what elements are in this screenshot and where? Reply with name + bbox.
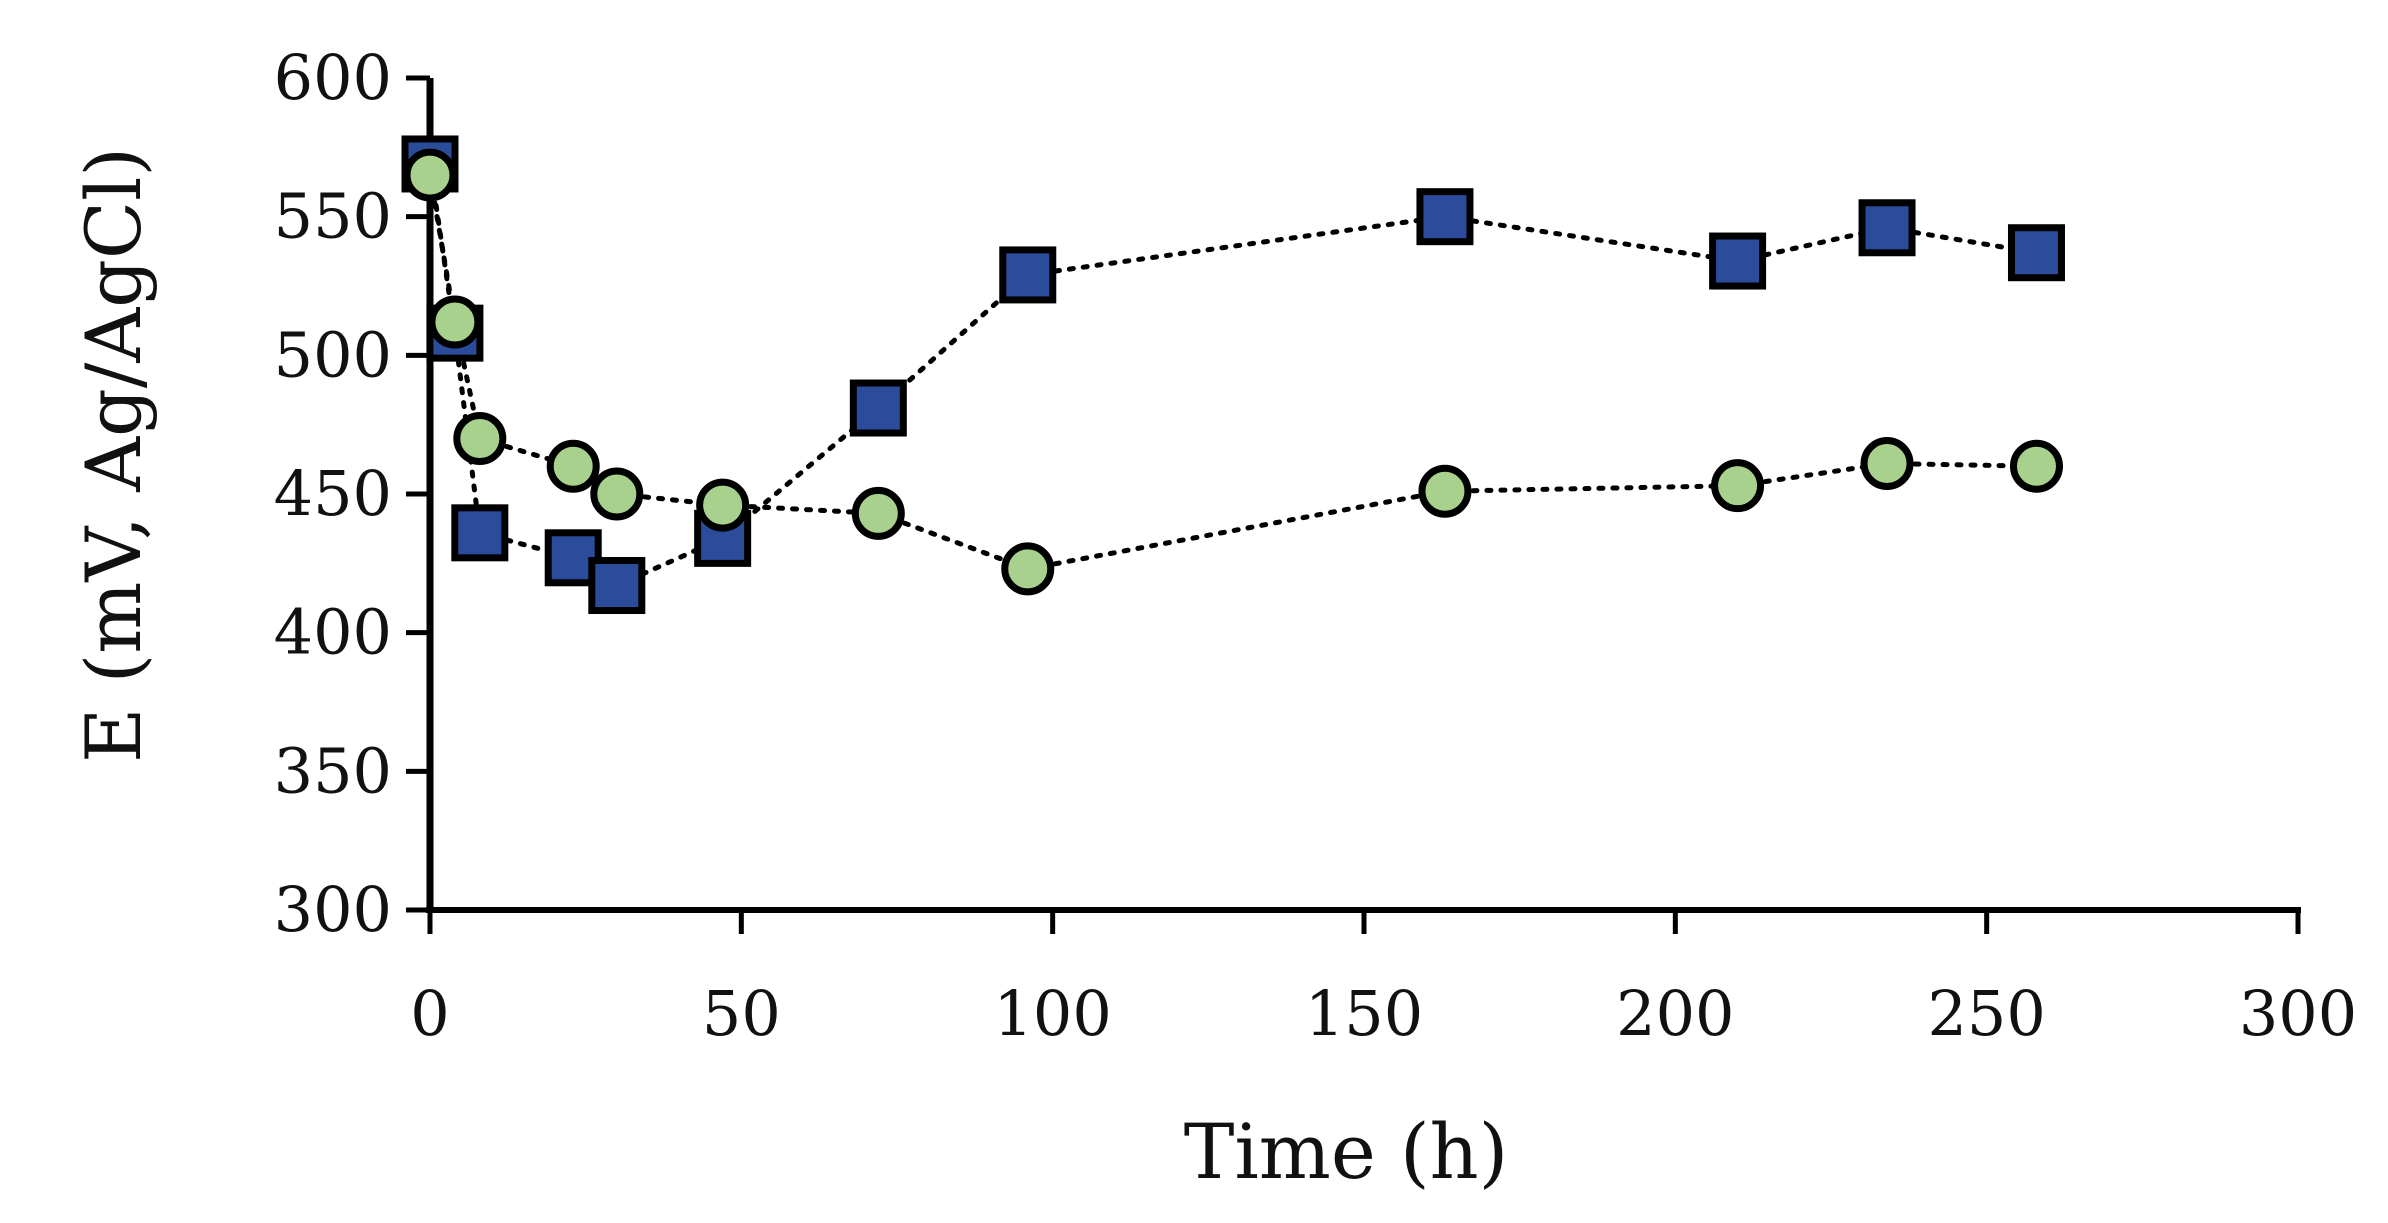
series-2-circle-point [851, 486, 905, 540]
series-2-circle-point [546, 439, 600, 493]
series-1-square-point [1858, 199, 1916, 257]
series-2-line-segment [1442, 483, 1741, 494]
x-axis: 0 50 100 150 200 250 300 [410, 907, 2357, 1050]
series-2-circle-point [1860, 436, 1914, 490]
y-tick-label: 300 [274, 873, 392, 946]
series-1-square-point [1416, 188, 1474, 246]
series-1-line-segment [1442, 214, 1741, 264]
x-tick-label: 200 [1616, 977, 1734, 1050]
series-2-circle-point [2009, 439, 2063, 493]
y-axis-title: E (mV, Ag/AgCl) [69, 147, 158, 763]
series-2-circle-point [453, 412, 507, 466]
x-tick-label: 100 [993, 977, 1111, 1050]
series-2-circle-point [1711, 459, 1765, 513]
series-lines [427, 161, 2039, 589]
series-2-line-segment [875, 510, 1031, 572]
series-2-line-segment [1025, 488, 1448, 572]
x-tick-label: 0 [410, 977, 449, 1050]
y-tick-label: 450 [274, 457, 392, 530]
x-tick-label: 300 [2239, 977, 2357, 1050]
y-tick-label: 550 [274, 180, 392, 253]
series-markers [401, 135, 2065, 615]
series-2-circle-point [590, 467, 644, 521]
series-1-square-point [2007, 224, 2065, 282]
y-tick-label: 350 [274, 734, 392, 807]
series-2-circle-point [1001, 542, 1055, 596]
series-2-circle-point [696, 478, 750, 532]
series-1-square-point [588, 557, 646, 615]
series-2-circle-point [428, 295, 482, 349]
series-1-square-point [849, 379, 907, 437]
x-tick-label: 50 [702, 977, 781, 1050]
series-2-circle-point [1418, 464, 1472, 518]
x-tick-label: 250 [1927, 977, 2045, 1050]
x-tick-label: 150 [1305, 977, 1423, 1050]
series-1-square-point [1709, 232, 1767, 290]
x-axis-title: Time (h) [1184, 1107, 1508, 1196]
y-tick-label: 600 [274, 41, 392, 114]
series-1-square-point [999, 246, 1057, 304]
series-1-line-segment [1025, 214, 1448, 278]
series-2-circle-point [403, 148, 457, 202]
series-1-square-point [451, 504, 509, 562]
y-axis: 300 350 400 450 500 550 600 [274, 41, 434, 946]
y-tick-label: 500 [274, 318, 392, 391]
y-tick-label: 400 [274, 596, 392, 669]
